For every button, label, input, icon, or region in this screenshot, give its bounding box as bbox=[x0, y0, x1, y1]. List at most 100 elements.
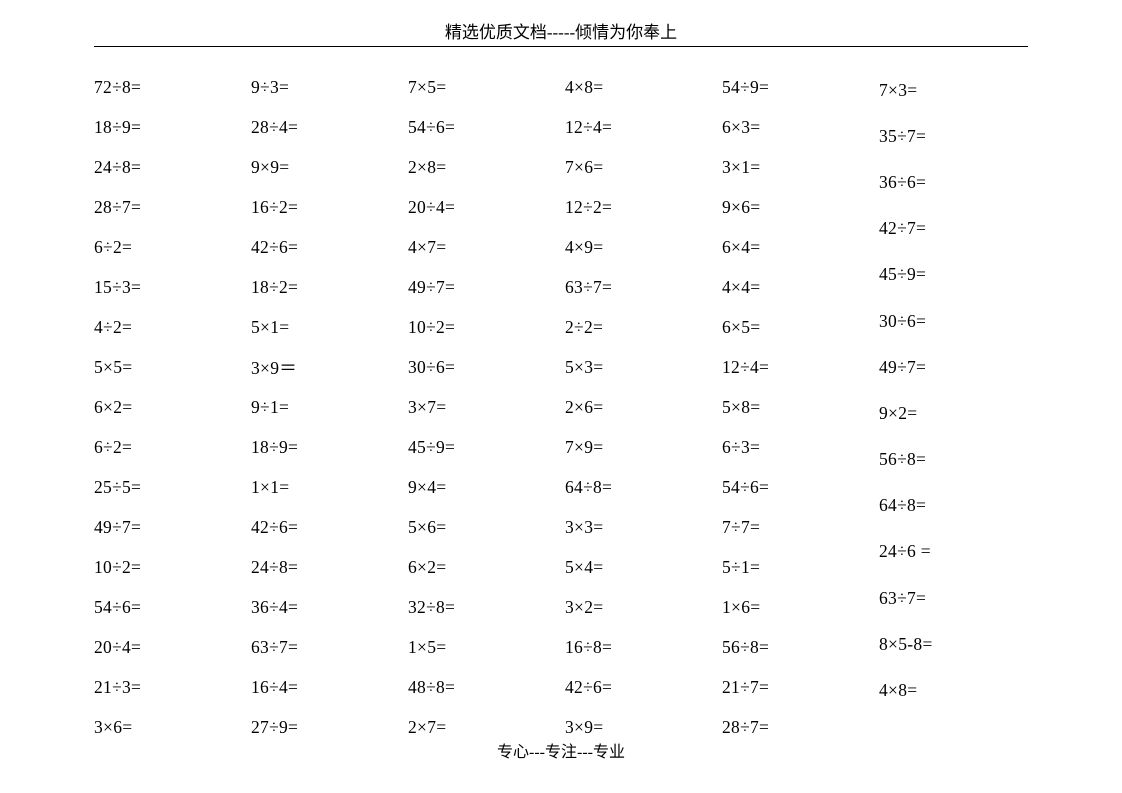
math-problem: 1×5= bbox=[408, 627, 557, 667]
math-problem: 9×2= bbox=[879, 390, 1028, 436]
math-problem: 42÷6= bbox=[251, 507, 400, 547]
math-problem: 5÷1= bbox=[722, 547, 871, 587]
math-problem: 30÷6= bbox=[879, 298, 1028, 344]
math-problem: 63÷7= bbox=[879, 575, 1028, 621]
math-problem: 54÷6= bbox=[408, 107, 557, 147]
math-problem: 64÷8= bbox=[565, 467, 714, 507]
page-footer: 专心---专注---专业 bbox=[0, 738, 1122, 762]
math-problem: 21÷3= bbox=[94, 667, 243, 707]
math-problem: 7×9= bbox=[565, 427, 714, 467]
column-2: 9÷3=28÷4=9×9=16÷2=42÷6=18÷2=5×1=3×9＝9÷1=… bbox=[251, 67, 400, 747]
math-problem: 6÷2= bbox=[94, 227, 243, 267]
math-problem: 36÷4= bbox=[251, 587, 400, 627]
math-problem: 28÷4= bbox=[251, 107, 400, 147]
math-problem: 54÷6= bbox=[722, 467, 871, 507]
math-problem: 56÷8= bbox=[722, 627, 871, 667]
math-problem: 1×6= bbox=[722, 587, 871, 627]
column-1: 72÷8=18÷9=24÷8=28÷7=6÷2=15÷3=4÷2=5×5=6×2… bbox=[94, 67, 243, 747]
math-problem: 2×8= bbox=[408, 147, 557, 187]
math-problem: 8×5-8= bbox=[879, 621, 1028, 667]
math-problem: 4×8= bbox=[565, 67, 714, 107]
math-problem: 4×7= bbox=[408, 227, 557, 267]
math-problem: 32÷8= bbox=[408, 587, 557, 627]
math-problem: 5×6= bbox=[408, 507, 557, 547]
math-problem: 4×9= bbox=[565, 227, 714, 267]
math-problem: 42÷7= bbox=[879, 206, 1028, 252]
math-problem: 49÷7= bbox=[408, 267, 557, 307]
math-problem: 20÷4= bbox=[94, 627, 243, 667]
math-problem: 5×3= bbox=[565, 347, 714, 387]
math-problem: 6÷2= bbox=[94, 427, 243, 467]
math-problem: 4×4= bbox=[722, 267, 871, 307]
column-6: 7×3=35÷7=36÷6=42÷7=45÷9=30÷6=49÷7=9×2=56… bbox=[879, 67, 1028, 747]
math-problem: 72÷8= bbox=[94, 67, 243, 107]
column-3: 7×5=54÷6=2×8=20÷4=4×7=49÷7=10÷2=30÷6=3×7… bbox=[408, 67, 557, 747]
math-problem: 64÷8= bbox=[879, 483, 1028, 529]
math-problem: 45÷9= bbox=[879, 252, 1028, 298]
math-problem: 56÷8= bbox=[879, 437, 1028, 483]
math-problem: 16÷4= bbox=[251, 667, 400, 707]
problem-grid: 72÷8=18÷9=24÷8=28÷7=6÷2=15÷3=4÷2=5×5=6×2… bbox=[94, 67, 1028, 747]
math-problem: 24÷6 = bbox=[879, 529, 1028, 575]
math-problem: 3×2= bbox=[565, 587, 714, 627]
math-problem: 7×6= bbox=[565, 147, 714, 187]
column-5: 54÷9=6×3=3×1=9×6=6×4=4×4=6×5=12÷4=5×8=6÷… bbox=[722, 67, 871, 747]
math-problem: 6×5= bbox=[722, 307, 871, 347]
math-problem: 10÷2= bbox=[94, 547, 243, 587]
math-problem: 9×6= bbox=[722, 187, 871, 227]
math-problem: 63÷7= bbox=[251, 627, 400, 667]
math-problem: 7×5= bbox=[408, 67, 557, 107]
math-problem: 42÷6= bbox=[565, 667, 714, 707]
math-problem: 16÷8= bbox=[565, 627, 714, 667]
math-problem: 24÷8= bbox=[251, 547, 400, 587]
math-problem: 3×7= bbox=[408, 387, 557, 427]
math-problem: 36÷6= bbox=[879, 159, 1028, 205]
math-problem: 18÷2= bbox=[251, 267, 400, 307]
math-problem: 6×4= bbox=[722, 227, 871, 267]
math-problem: 3×9＝ bbox=[251, 347, 400, 387]
math-problem: 30÷6= bbox=[408, 347, 557, 387]
math-problem: 9÷1= bbox=[251, 387, 400, 427]
math-problem: 2÷2= bbox=[565, 307, 714, 347]
math-problem: 54÷9= bbox=[722, 67, 871, 107]
math-problem: 24÷8= bbox=[94, 147, 243, 187]
math-problem: 5×1= bbox=[251, 307, 400, 347]
math-problem: 16÷2= bbox=[251, 187, 400, 227]
math-problem: 4÷2= bbox=[94, 307, 243, 347]
math-problem: 12÷2= bbox=[565, 187, 714, 227]
math-problem: 6×3= bbox=[722, 107, 871, 147]
math-problem: 2×6= bbox=[565, 387, 714, 427]
column-4: 4×8=12÷4=7×6=12÷2=4×9=63÷7=2÷2=5×3=2×6=7… bbox=[565, 67, 714, 747]
math-problem: 54÷6= bbox=[94, 587, 243, 627]
math-problem: 18÷9= bbox=[251, 427, 400, 467]
math-problem: 6×2= bbox=[408, 547, 557, 587]
math-problem: 63÷7= bbox=[565, 267, 714, 307]
math-problem: 42÷6= bbox=[251, 227, 400, 267]
page-header: 精选优质文档-----倾情为你奉上 bbox=[94, 18, 1028, 47]
math-problem: 4×8= bbox=[879, 667, 1028, 713]
math-problem: 15÷3= bbox=[94, 267, 243, 307]
math-problem: 6×2= bbox=[94, 387, 243, 427]
math-problem: 25÷5= bbox=[94, 467, 243, 507]
math-problem: 5×5= bbox=[94, 347, 243, 387]
math-problem: 5×4= bbox=[565, 547, 714, 587]
math-problem: 7×3= bbox=[879, 67, 1028, 113]
math-problem: 9×4= bbox=[408, 467, 557, 507]
math-problem: 10÷2= bbox=[408, 307, 557, 347]
math-problem: 9×9= bbox=[251, 147, 400, 187]
math-problem: 21÷7= bbox=[722, 667, 871, 707]
math-problem: 7÷7= bbox=[722, 507, 871, 547]
math-problem: 49÷7= bbox=[94, 507, 243, 547]
math-problem: 5×8= bbox=[722, 387, 871, 427]
math-problem: 20÷4= bbox=[408, 187, 557, 227]
math-problem: 12÷4= bbox=[565, 107, 714, 147]
math-problem: 18÷9= bbox=[94, 107, 243, 147]
math-problem: 35÷7= bbox=[879, 113, 1028, 159]
math-problem: 49÷7= bbox=[879, 344, 1028, 390]
math-problem: 48÷8= bbox=[408, 667, 557, 707]
math-problem: 1×1= bbox=[251, 467, 400, 507]
math-problem: 6÷3= bbox=[722, 427, 871, 467]
math-problem: 9÷3= bbox=[251, 67, 400, 107]
math-problem: 12÷4= bbox=[722, 347, 871, 387]
math-problem: 28÷7= bbox=[94, 187, 243, 227]
